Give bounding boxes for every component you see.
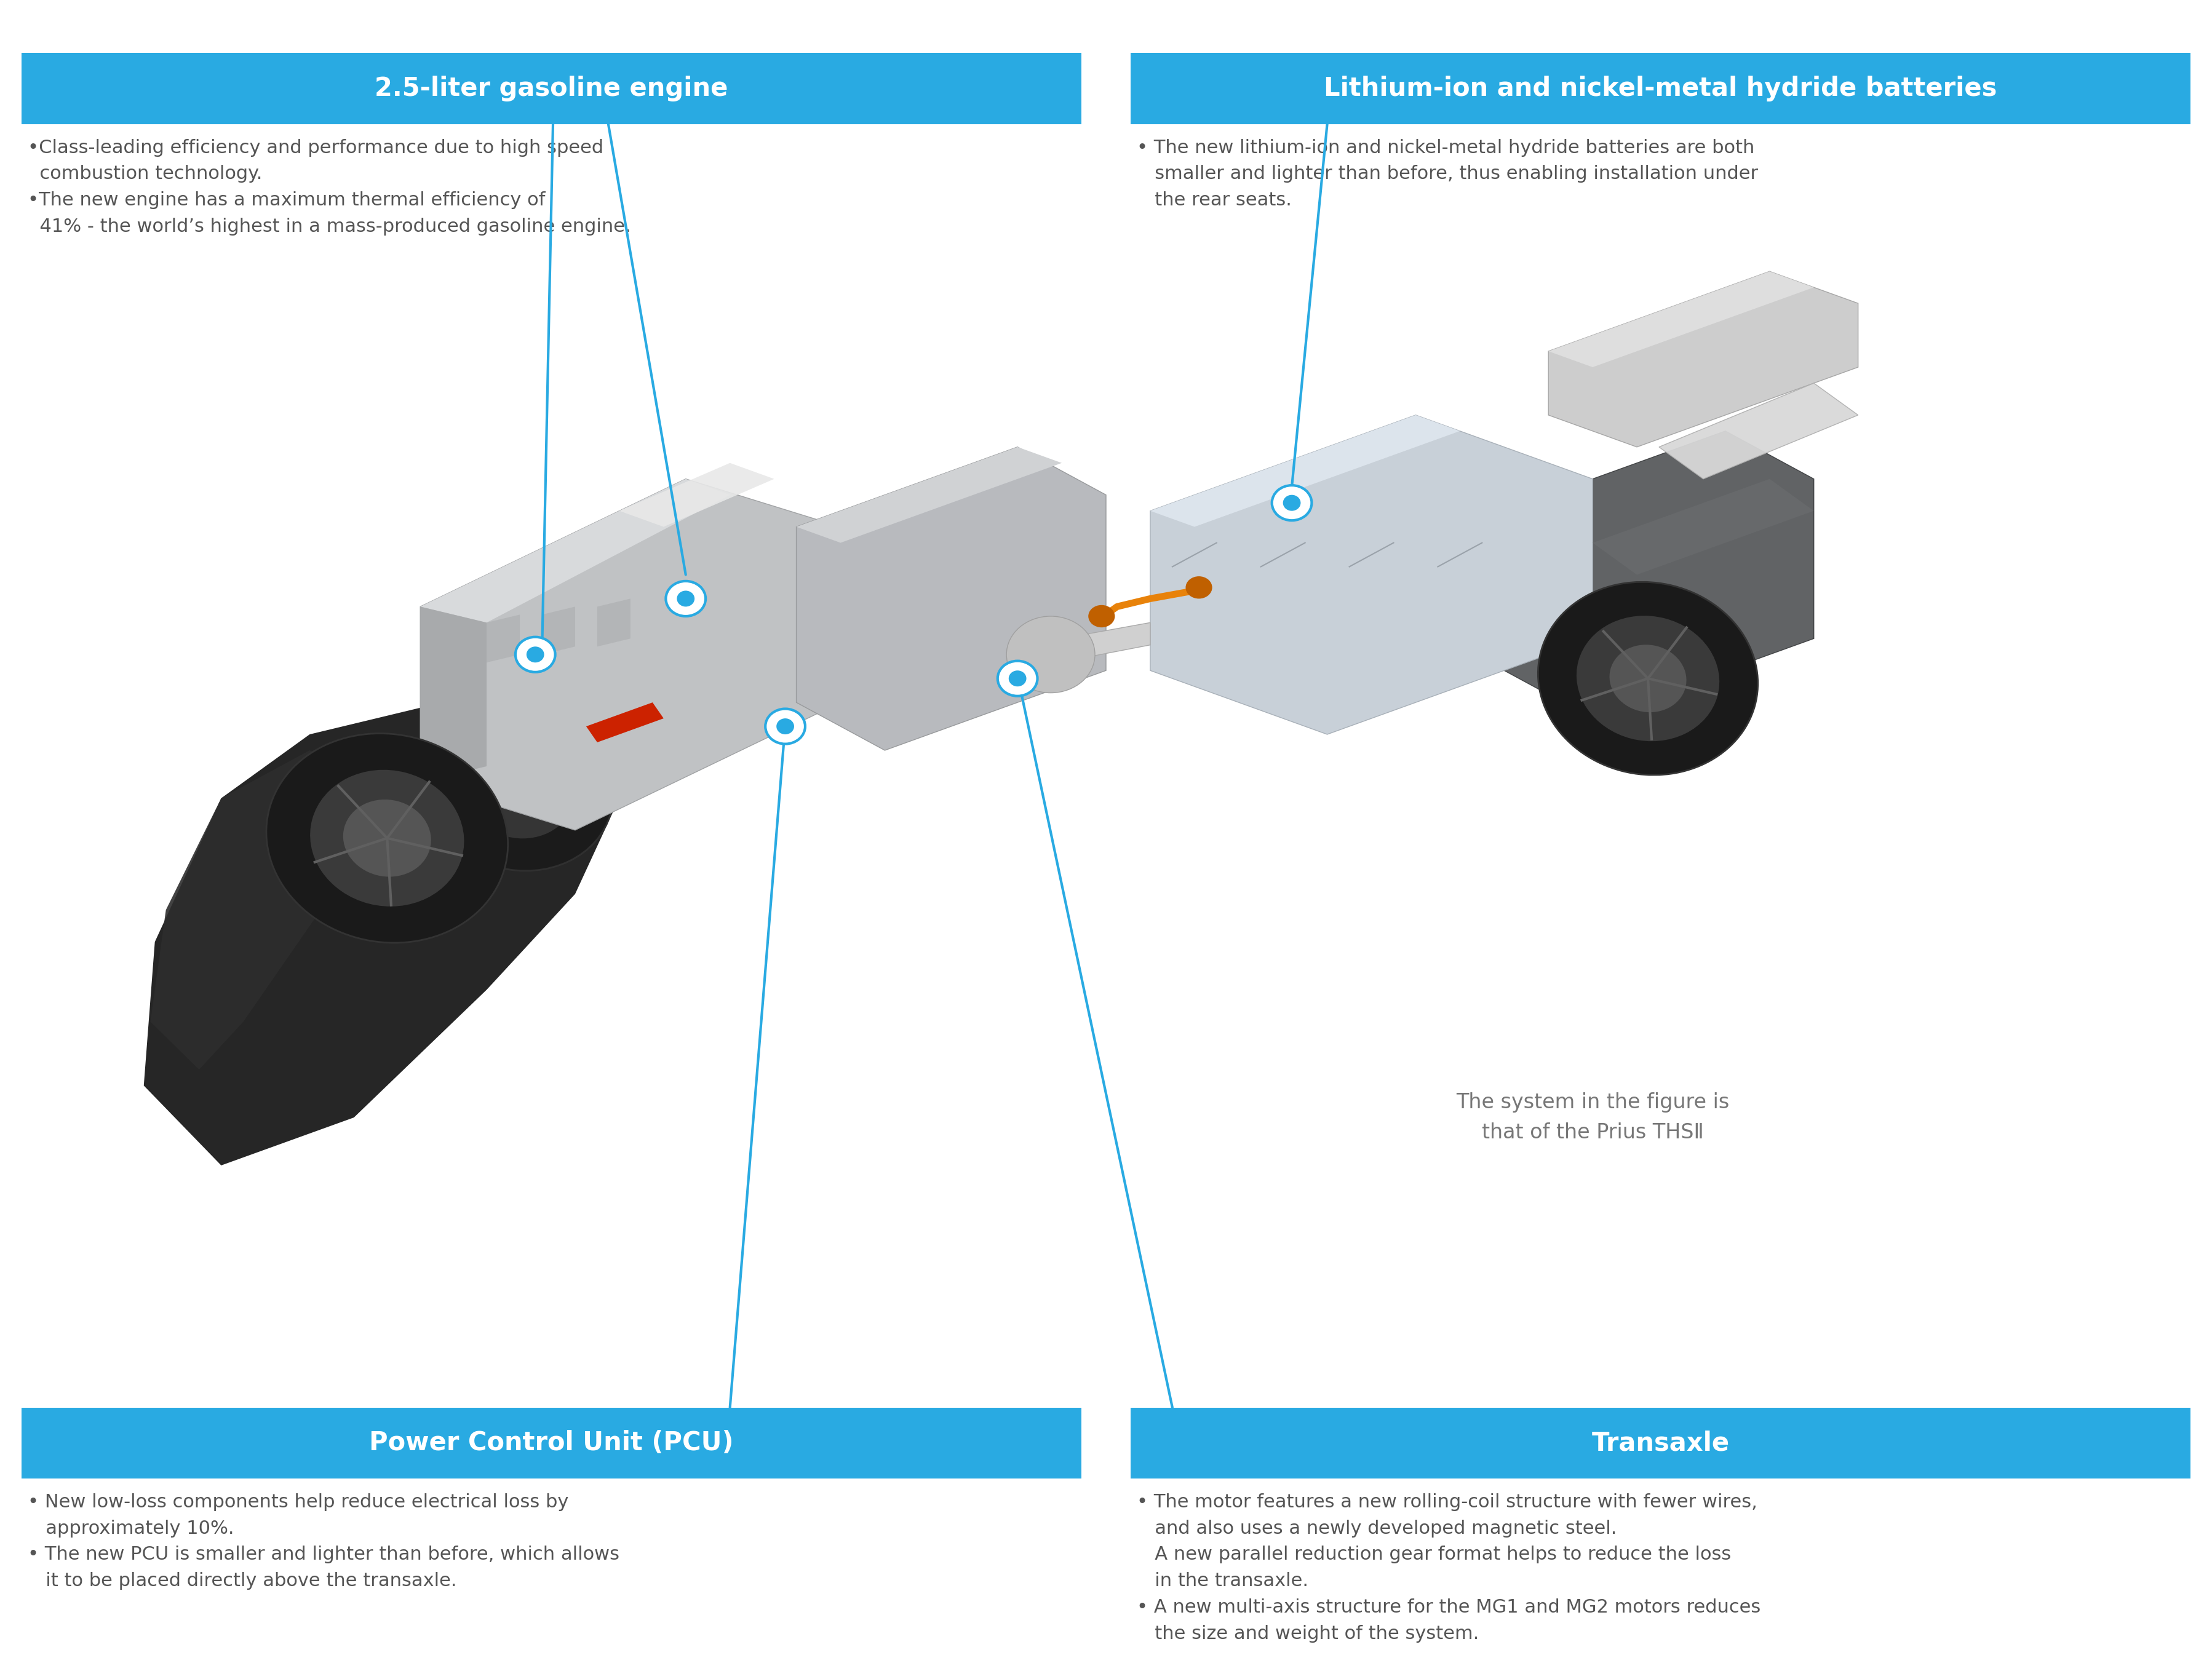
Polygon shape <box>487 615 520 662</box>
Polygon shape <box>150 750 398 1069</box>
Polygon shape <box>586 702 664 742</box>
Ellipse shape <box>1088 605 1115 627</box>
Polygon shape <box>1150 416 1593 735</box>
Text: Lithium-ion and nickel-metal hydride batteries: Lithium-ion and nickel-metal hydride bat… <box>1325 75 1997 101</box>
Text: • The new lithium-ion and nickel-metal hydride batteries are both
   smaller and: • The new lithium-ion and nickel-metal h… <box>1137 138 1759 210</box>
Polygon shape <box>420 607 487 782</box>
Text: •Class-leading efficiency and performance due to high speed
  combustion technol: •Class-leading efficiency and performanc… <box>29 138 630 236</box>
Ellipse shape <box>427 710 613 871</box>
Text: 2.5-liter gasoline engine: 2.5-liter gasoline engine <box>374 75 728 101</box>
Polygon shape <box>597 599 630 647</box>
Ellipse shape <box>776 718 794 735</box>
FancyBboxPatch shape <box>1130 1407 2190 1478</box>
Ellipse shape <box>1283 496 1301 511</box>
Ellipse shape <box>526 647 544 662</box>
Ellipse shape <box>1272 486 1312 521</box>
Ellipse shape <box>765 708 805 743</box>
Text: • The motor features a new rolling-coil structure with fewer wires,
   and also : • The motor features a new rolling-coil … <box>1137 1493 1761 1643</box>
Ellipse shape <box>1186 577 1212 599</box>
Ellipse shape <box>677 590 695 607</box>
Text: The system in the figure is
that of the Prius THSⅡ: The system in the figure is that of the … <box>1455 1093 1730 1142</box>
Text: Transaxle: Transaxle <box>1593 1430 1730 1455</box>
Polygon shape <box>1548 271 1814 368</box>
Ellipse shape <box>515 637 555 672</box>
Text: Power Control Unit (PCU): Power Control Unit (PCU) <box>369 1430 734 1455</box>
Polygon shape <box>144 702 619 1166</box>
Polygon shape <box>1150 416 1460 527</box>
Polygon shape <box>796 447 1062 542</box>
Ellipse shape <box>1006 617 1095 693</box>
Polygon shape <box>1659 382 1858 479</box>
Ellipse shape <box>1009 670 1026 687</box>
Text: • New low-loss components help reduce electrical loss by
   approximately 10%.
•: • New low-loss components help reduce el… <box>29 1493 619 1590</box>
Polygon shape <box>420 479 730 622</box>
Ellipse shape <box>343 800 431 876</box>
FancyBboxPatch shape <box>1130 53 2190 125</box>
Ellipse shape <box>1537 582 1759 775</box>
FancyBboxPatch shape <box>22 53 1082 125</box>
Ellipse shape <box>998 660 1037 697</box>
Polygon shape <box>420 479 841 830</box>
Ellipse shape <box>666 580 706 617</box>
Polygon shape <box>796 447 1106 750</box>
Polygon shape <box>1504 431 1814 718</box>
Ellipse shape <box>465 742 575 838</box>
Polygon shape <box>1593 479 1814 575</box>
Polygon shape <box>1548 271 1858 447</box>
Ellipse shape <box>1577 615 1719 742</box>
Polygon shape <box>619 462 774 527</box>
Ellipse shape <box>1610 645 1686 712</box>
Ellipse shape <box>265 733 509 943</box>
Ellipse shape <box>310 770 465 906</box>
Polygon shape <box>542 607 575 655</box>
Polygon shape <box>1018 622 1150 670</box>
FancyBboxPatch shape <box>22 1407 1082 1478</box>
